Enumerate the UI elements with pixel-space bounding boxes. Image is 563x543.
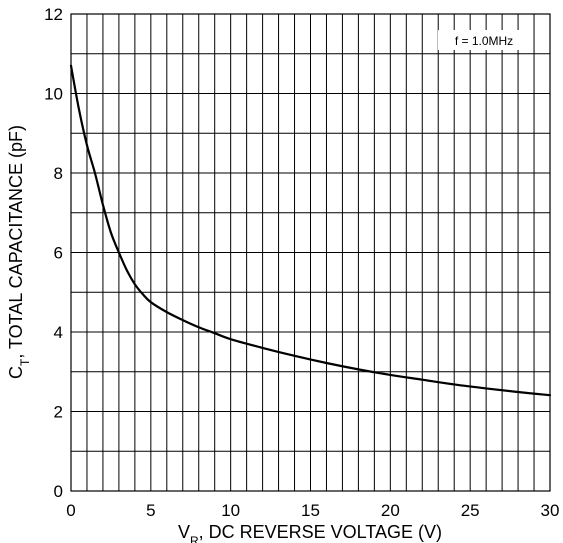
plot-frame: [70, 13, 551, 492]
x-axis-label: VR, DC REVERSE VOLTAGE (V): [178, 522, 442, 543]
y-tick-labels: 0 2 4 6 8 10 12: [44, 5, 63, 501]
y-tick-label: 12: [44, 5, 63, 24]
y-tick-label: 0: [54, 482, 63, 501]
annotation-box: [438, 30, 531, 50]
x-tick-label: 30: [541, 501, 560, 520]
series-line: [69, 64, 552, 397]
y-tick-label: 4: [54, 323, 63, 342]
y-axis-label: CT, TOTAL CAPACITANCE (pF): [6, 125, 32, 379]
x-tick-label: 5: [146, 501, 155, 520]
grid: [71, 14, 550, 491]
y-tick-label: 10: [44, 85, 63, 104]
x-tick-label: 0: [66, 501, 75, 520]
x-tick-label: 20: [381, 501, 400, 520]
frequency-annotation: f = 1.0MHz: [455, 34, 513, 48]
x-tick-label: 25: [461, 501, 480, 520]
y-tick-label: 2: [54, 403, 63, 422]
y-tick-label: 8: [54, 164, 63, 183]
x-tick-label: 10: [221, 501, 240, 520]
x-tick-label: 15: [301, 501, 320, 520]
x-tick-labels: 0 5 10 15 20 25 30: [66, 501, 559, 520]
y-tick-label: 6: [54, 244, 63, 263]
